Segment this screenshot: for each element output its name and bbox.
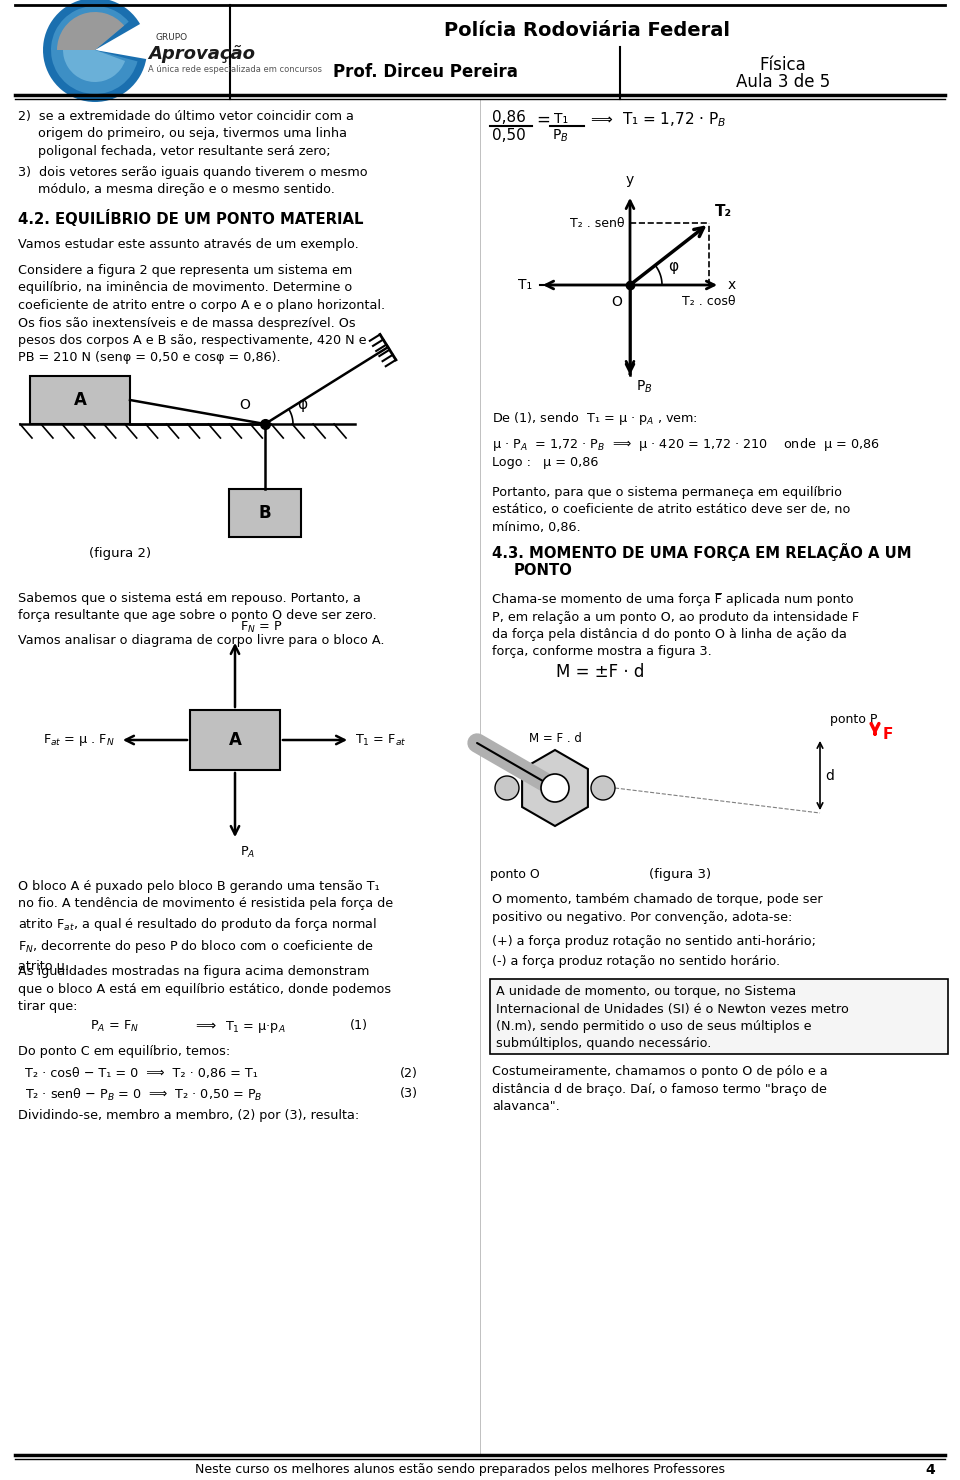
Circle shape xyxy=(591,776,615,801)
Text: T₂: T₂ xyxy=(715,204,732,219)
Text: De (1), sendo  T₁ = μ · p$_A$ , vem:: De (1), sendo T₁ = μ · p$_A$ , vem: xyxy=(492,410,698,428)
Text: Neste curso os melhores alunos estão sendo preparados pelos melhores Professores: Neste curso os melhores alunos estão sen… xyxy=(195,1464,725,1477)
Bar xyxy=(190,710,280,770)
Text: T$_1$ = F$_{at}$: T$_1$ = F$_{at}$ xyxy=(355,733,406,747)
Text: GRUPO: GRUPO xyxy=(155,34,187,43)
Text: T₁: T₁ xyxy=(517,278,532,292)
Text: M = F . d: M = F . d xyxy=(529,733,582,744)
Text: T₂ · senθ − P$_B$ = 0  ⟹  T₂ · 0,50 = P$_B$: T₂ · senθ − P$_B$ = 0 ⟹ T₂ · 0,50 = P$_B… xyxy=(25,1086,263,1103)
Text: Portanto, para que o sistema permaneça em equilíbrio
estático, o coeficiente de : Portanto, para que o sistema permaneça e… xyxy=(492,485,851,534)
Text: F: F xyxy=(883,727,894,741)
Bar xyxy=(229,488,301,537)
Bar xyxy=(30,376,130,423)
Text: Do ponto C em equilíbrio, temos:: Do ponto C em equilíbrio, temos: xyxy=(18,1045,230,1058)
Text: (2): (2) xyxy=(400,1067,418,1080)
Text: T₂ · cosθ − T₁ = 0  ⟹  T₂ · 0,86 = T₁: T₂ · cosθ − T₁ = 0 ⟹ T₂ · 0,86 = T₁ xyxy=(25,1067,258,1080)
Text: P$_B$: P$_B$ xyxy=(552,127,568,145)
Text: P$_A$: P$_A$ xyxy=(240,845,255,860)
FancyBboxPatch shape xyxy=(490,978,948,1054)
Wedge shape xyxy=(57,12,124,50)
Text: Física: Física xyxy=(759,56,806,74)
Text: M = ±F · d: M = ±F · d xyxy=(556,663,644,681)
Text: O: O xyxy=(612,295,622,309)
Text: 4.3. MOMENTO DE UMA FORÇA EM RELAÇÃO A UM: 4.3. MOMENTO DE UMA FORÇA EM RELAÇÃO A U… xyxy=(492,543,912,561)
Text: φ: φ xyxy=(668,259,678,274)
Circle shape xyxy=(541,774,569,802)
Text: F$_N$ = P: F$_N$ = P xyxy=(240,620,282,635)
Text: O: O xyxy=(240,398,251,411)
Text: T₂ . cosθ: T₂ . cosθ xyxy=(682,295,735,308)
Text: B: B xyxy=(258,505,272,522)
Text: Polícia Rodoviária Federal: Polícia Rodoviária Federal xyxy=(444,21,730,40)
Text: F$_{at}$ = μ . F$_N$: F$_{at}$ = μ . F$_N$ xyxy=(43,733,115,747)
Text: T₁ = 1,72 · P$_B$: T₁ = 1,72 · P$_B$ xyxy=(622,111,727,129)
Text: =: = xyxy=(536,111,550,129)
Wedge shape xyxy=(51,6,137,95)
Text: T$_1$ = μ·p$_A$: T$_1$ = μ·p$_A$ xyxy=(225,1020,286,1035)
Text: (-) a força produz rotação no sentido horário.: (-) a força produz rotação no sentido ho… xyxy=(492,955,780,968)
Text: y: y xyxy=(626,173,635,186)
Text: O bloco A é puxado pelo bloco B gerando uma tensão T₁
no fio. A tendência de mov: O bloco A é puxado pelo bloco B gerando … xyxy=(18,881,394,972)
Text: φ: φ xyxy=(297,397,307,411)
Text: ponto O: ponto O xyxy=(490,867,540,881)
Text: x: x xyxy=(728,278,736,292)
Text: PONTO: PONTO xyxy=(514,562,573,579)
Text: (3): (3) xyxy=(400,1086,418,1100)
Text: Aprovação: Aprovação xyxy=(148,44,255,64)
Circle shape xyxy=(495,776,519,801)
Text: 0,86: 0,86 xyxy=(492,110,526,124)
Text: d: d xyxy=(825,768,834,783)
Text: (+) a força produz rotação no sentido anti-horário;: (+) a força produz rotação no sentido an… xyxy=(492,935,816,949)
Text: Aula 3 de 5: Aula 3 de 5 xyxy=(736,73,830,90)
Text: T₂ . senθ: T₂ . senθ xyxy=(569,218,624,229)
Text: 4.2. EQUILÍBRIO DE UM PONTO MATERIAL: 4.2. EQUILÍBRIO DE UM PONTO MATERIAL xyxy=(18,210,364,226)
Text: ⟹: ⟹ xyxy=(590,112,612,127)
Wedge shape xyxy=(63,18,125,81)
Text: A única rede especializada em concursos: A única rede especializada em concursos xyxy=(148,65,322,74)
Text: O momento, também chamado de torque, pode ser
positivo ou negativo. Por convençã: O momento, também chamado de torque, pod… xyxy=(492,892,823,924)
Text: μ · P$_A$  = 1,72 · P$_B$  ⟹  μ · 420 = 1,72 · 210    onde  μ = 0,86: μ · P$_A$ = 1,72 · P$_B$ ⟹ μ · 420 = 1,7… xyxy=(492,437,879,453)
Text: As igualdades mostradas na figura acima demonstram
que o bloco A está em equilíb: As igualdades mostradas na figura acima … xyxy=(18,965,391,1012)
Text: Prof. Dirceu Pereira: Prof. Dirceu Pereira xyxy=(332,64,517,81)
Text: 0,50: 0,50 xyxy=(492,127,526,144)
Text: Vamos estudar este assunto através de um exemplo.: Vamos estudar este assunto através de um… xyxy=(18,238,359,252)
Text: (1): (1) xyxy=(350,1020,368,1032)
Text: (figura 3): (figura 3) xyxy=(649,867,711,881)
Text: A: A xyxy=(228,731,241,749)
Polygon shape xyxy=(522,750,588,826)
Text: (figura 2): (figura 2) xyxy=(89,548,151,559)
Text: ponto P: ponto P xyxy=(830,713,877,727)
Text: P$_A$ = F$_N$: P$_A$ = F$_N$ xyxy=(90,1020,139,1035)
Text: P$_B$: P$_B$ xyxy=(636,379,653,395)
Text: Chama-se momento de uma força F̅ aplicada num ponto
P, em relação a um ponto O, : Chama-se momento de uma força F̅ aplicad… xyxy=(492,593,859,659)
Text: Logo :   μ = 0,86: Logo : μ = 0,86 xyxy=(492,456,598,469)
Wedge shape xyxy=(43,0,146,102)
Text: Sabemos que o sistema está em repouso. Portanto, a
força resultante que age sobr: Sabemos que o sistema está em repouso. P… xyxy=(18,592,376,623)
Text: Vamos analisar o diagrama de corpo livre para o bloco A.: Vamos analisar o diagrama de corpo livre… xyxy=(18,633,385,647)
Text: A: A xyxy=(74,391,86,408)
Text: ⟹: ⟹ xyxy=(195,1020,215,1033)
Text: 3)  dois vetores serão iguais quando tiverem o mesmo
     módulo, a mesma direçã: 3) dois vetores serão iguais quando tive… xyxy=(18,166,368,197)
Text: T₁: T₁ xyxy=(554,112,568,126)
Text: A unidade de momento, ou torque, no Sistema
Internacional de Unidades (SI) é o N: A unidade de momento, ou torque, no Sist… xyxy=(496,986,849,1051)
Text: Costumeiramente, chamamos o ponto O de pólo e a
distância d de braço. Daí, o fam: Costumeiramente, chamamos o ponto O de p… xyxy=(492,1066,828,1113)
Text: 2)  se a extremidade do último vetor coincidir com a
     origem do primeiro, ou: 2) se a extremidade do último vetor coin… xyxy=(18,110,354,158)
Text: 4: 4 xyxy=(925,1464,935,1477)
Text: Dividindo-se, membro a membro, (2) por (3), resulta:: Dividindo-se, membro a membro, (2) por (… xyxy=(18,1109,359,1122)
Text: Considere a figura 2 que representa um sistema em
equilíbrio, na iminência de mo: Considere a figura 2 que representa um s… xyxy=(18,263,385,364)
